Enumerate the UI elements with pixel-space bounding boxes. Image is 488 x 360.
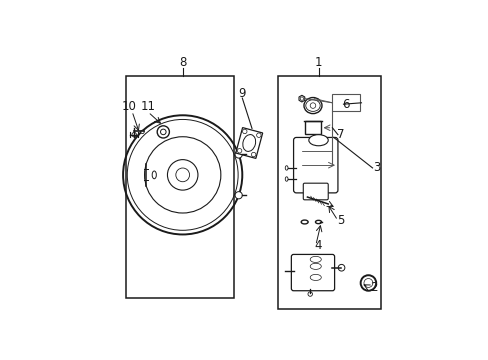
Circle shape [176,168,189,182]
Circle shape [132,132,136,137]
Ellipse shape [309,256,321,262]
Circle shape [242,129,246,134]
Circle shape [338,264,344,271]
FancyBboxPatch shape [291,255,334,291]
Circle shape [157,126,169,138]
Circle shape [307,292,312,296]
Bar [125,76,233,298]
Ellipse shape [308,135,327,146]
Bar [305,121,320,134]
Circle shape [235,151,242,158]
Text: 8: 8 [179,56,186,69]
Text: 4: 4 [314,239,322,252]
Ellipse shape [304,98,321,114]
Ellipse shape [285,177,287,181]
Ellipse shape [315,220,321,224]
Polygon shape [298,95,304,102]
Ellipse shape [309,274,321,280]
Text: 5: 5 [336,214,344,227]
Circle shape [363,279,372,287]
Text: 6: 6 [342,98,349,111]
Ellipse shape [305,100,320,111]
Circle shape [256,133,261,138]
Bar [278,76,380,309]
Ellipse shape [301,220,307,224]
Text: 7: 7 [336,128,344,141]
FancyBboxPatch shape [303,183,327,200]
Ellipse shape [309,263,321,269]
Circle shape [360,275,375,291]
Text: 2: 2 [369,281,377,294]
Circle shape [251,152,255,157]
FancyBboxPatch shape [293,138,337,193]
Circle shape [237,149,242,153]
Ellipse shape [243,135,255,152]
Ellipse shape [285,166,287,170]
Circle shape [300,97,303,100]
Circle shape [167,159,198,190]
Circle shape [309,103,315,108]
Bar [332,94,359,111]
Ellipse shape [152,171,156,179]
Circle shape [235,192,242,199]
Text: 9: 9 [238,87,245,100]
Text: 10: 10 [122,100,136,113]
Text: 3: 3 [372,161,380,175]
Text: 1: 1 [314,56,322,69]
Circle shape [160,129,166,135]
Circle shape [141,130,144,134]
Polygon shape [235,127,262,158]
Text: 11: 11 [140,100,155,113]
